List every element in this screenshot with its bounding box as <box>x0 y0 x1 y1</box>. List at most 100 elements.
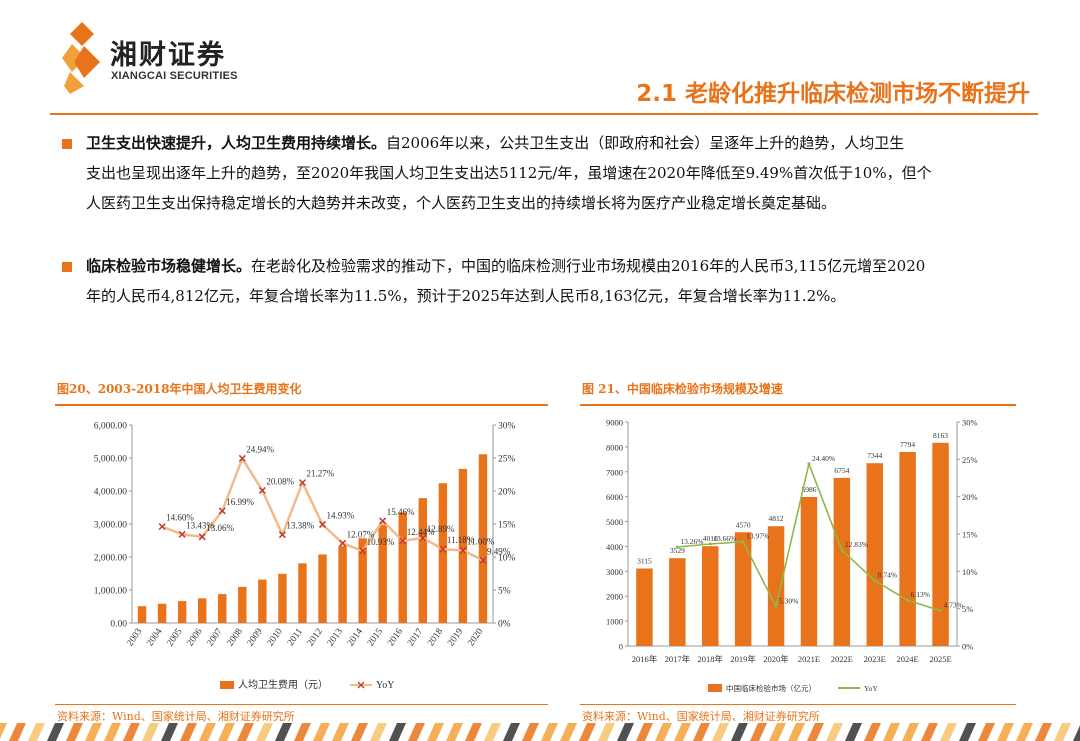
y-tick-label-right: 0% <box>962 642 973 652</box>
footer-stripe <box>294 723 311 741</box>
yoy-value-label: 12.89% <box>427 524 455 534</box>
bar <box>358 538 367 623</box>
y-tick-label-right: 25% <box>498 455 516 465</box>
footer-stripe <box>351 723 368 741</box>
yoy-point <box>339 539 347 547</box>
yoy-value-label: 16.99% <box>226 497 254 507</box>
footer-stripe <box>997 723 1014 741</box>
yoy-value-label: 20.08% <box>266 476 294 486</box>
x-tick-label: 2021E <box>798 654 820 664</box>
yoy-value-label: 14.93% <box>327 510 355 520</box>
legend-swatch-bar <box>220 681 234 689</box>
footer-stripe <box>731 723 748 741</box>
footer-stripe <box>332 723 349 741</box>
footer-stripe <box>370 723 387 741</box>
y-tick-label-left: 1,000.00 <box>94 587 128 597</box>
bar <box>197 598 207 623</box>
bar <box>258 579 267 623</box>
bar-value-label: 4570 <box>736 520 751 529</box>
bar <box>478 454 488 623</box>
y-tick-label-right: 0% <box>498 620 511 630</box>
footer-stripe <box>218 723 235 741</box>
bar <box>378 524 387 623</box>
yoy-value-label: 24.40% <box>812 454 835 463</box>
x-tick-label: 2014 <box>346 627 365 649</box>
footer-stripe <box>959 723 976 741</box>
footer-stripe <box>902 723 919 741</box>
x-tick-label: 2005 <box>166 627 185 649</box>
paragraph-1-line-2: 支出也呈现出逐年上升的趋势，至2020年我国人均卫生支出达5112元/年，虽增速… <box>86 164 932 182</box>
bar <box>438 483 448 623</box>
y-tick-label-right: 30% <box>962 418 978 428</box>
paragraph-1: 卫生支出快速提升，人均卫生费用持续增长。自2006年以来，公共卫生支出（即政府和… <box>86 128 1046 218</box>
y-tick-label-right: 15% <box>962 530 978 540</box>
yoy-value-label: 12.44% <box>407 527 435 537</box>
yoy-point <box>379 517 387 525</box>
footer-stripe <box>1016 723 1033 741</box>
yoy-point <box>840 548 844 552</box>
bar <box>899 452 916 646</box>
y-tick-label-left: 4000 <box>606 542 623 552</box>
footer-decoration <box>0 723 1080 741</box>
yoy-value-label: 5.30% <box>779 596 798 605</box>
y-tick-label-left: 4,000.00 <box>94 488 128 498</box>
bar-value-label: 3115 <box>637 556 652 565</box>
yoy-value-label: 15.46% <box>387 507 415 517</box>
footer-stripe <box>1035 723 1052 741</box>
yoy-point <box>439 545 447 553</box>
figure-21-source: 资料来源：Wind、国家统计局、湘财证券研究所 <box>582 710 820 723</box>
bullet-2 <box>62 262 72 272</box>
legend-label-bar: 人均卫生费用（元） <box>238 678 328 691</box>
x-tick-label: 2017 <box>406 627 425 649</box>
bar-value-label: 3529 <box>670 546 685 555</box>
yoy-value-label: 12.07% <box>347 529 375 539</box>
y-tick-label-right: 30% <box>498 422 516 432</box>
x-tick-label: 2006 <box>186 627 205 649</box>
footer-stripe <box>123 723 140 741</box>
bullet-1 <box>62 139 72 149</box>
footer-stripe <box>256 723 273 741</box>
y-tick-label-left: 3000 <box>606 567 623 577</box>
logo-text-en: XIANGCAI SECURITIES <box>111 70 238 82</box>
yoy-value-label: 11.18% <box>447 535 475 545</box>
x-tick-label: 2012 <box>306 627 325 649</box>
footer-stripe <box>712 723 729 741</box>
yoy-value-label: 13.97% <box>746 532 769 541</box>
bar <box>636 568 653 646</box>
yoy-point <box>708 542 712 546</box>
bar-value-label: 4812 <box>769 514 784 523</box>
paragraph-1-line-3: 人医药卫生支出保持稳定增长的大趋势并未改变，个人医药卫生支出的持续增长将为医疗产… <box>86 194 837 212</box>
footer-stripe <box>560 723 577 741</box>
footer-stripe <box>503 723 520 741</box>
x-tick-label: 2016 <box>386 627 405 649</box>
yoy-value-label: 9.49% <box>487 546 511 556</box>
figure-20-title-rule <box>55 404 548 406</box>
y-tick-label-right: 10% <box>962 567 978 577</box>
footer-stripe <box>655 723 672 741</box>
bar <box>932 442 949 646</box>
yoy-point <box>399 537 407 545</box>
legend-label-bar: 中国临床检验市场（亿元） <box>726 683 816 693</box>
yoy-value-label: 4.73% <box>944 601 963 610</box>
y-tick-label-right: 20% <box>498 488 516 498</box>
footer-stripe <box>598 723 615 741</box>
footer-stripe <box>408 723 425 741</box>
yoy-point <box>258 486 266 495</box>
bar-value-label: 7794 <box>900 440 915 449</box>
footer-stripe <box>769 723 786 741</box>
yoy-value-label: 12.83% <box>845 540 868 549</box>
paragraph-2: 临床检验市场稳健增长。在老龄化及检验需求的推动下，中国的临床检测行业市场规模由2… <box>86 251 1046 311</box>
footer-stripe <box>237 723 254 741</box>
x-tick-label: 2008 <box>226 627 245 649</box>
y-tick-label-left: 9000 <box>606 418 623 428</box>
yoy-point <box>178 530 186 538</box>
bar <box>866 463 883 646</box>
x-tick-label: 2010 <box>266 627 285 649</box>
footer-stripe <box>446 723 463 741</box>
x-tick-label: 2009 <box>246 627 265 649</box>
x-tick-label: 2020 <box>466 627 485 649</box>
x-tick-label: 2004 <box>145 627 164 649</box>
footer-stripe <box>541 723 558 741</box>
bar <box>833 477 851 646</box>
footer-stripe <box>579 723 596 741</box>
